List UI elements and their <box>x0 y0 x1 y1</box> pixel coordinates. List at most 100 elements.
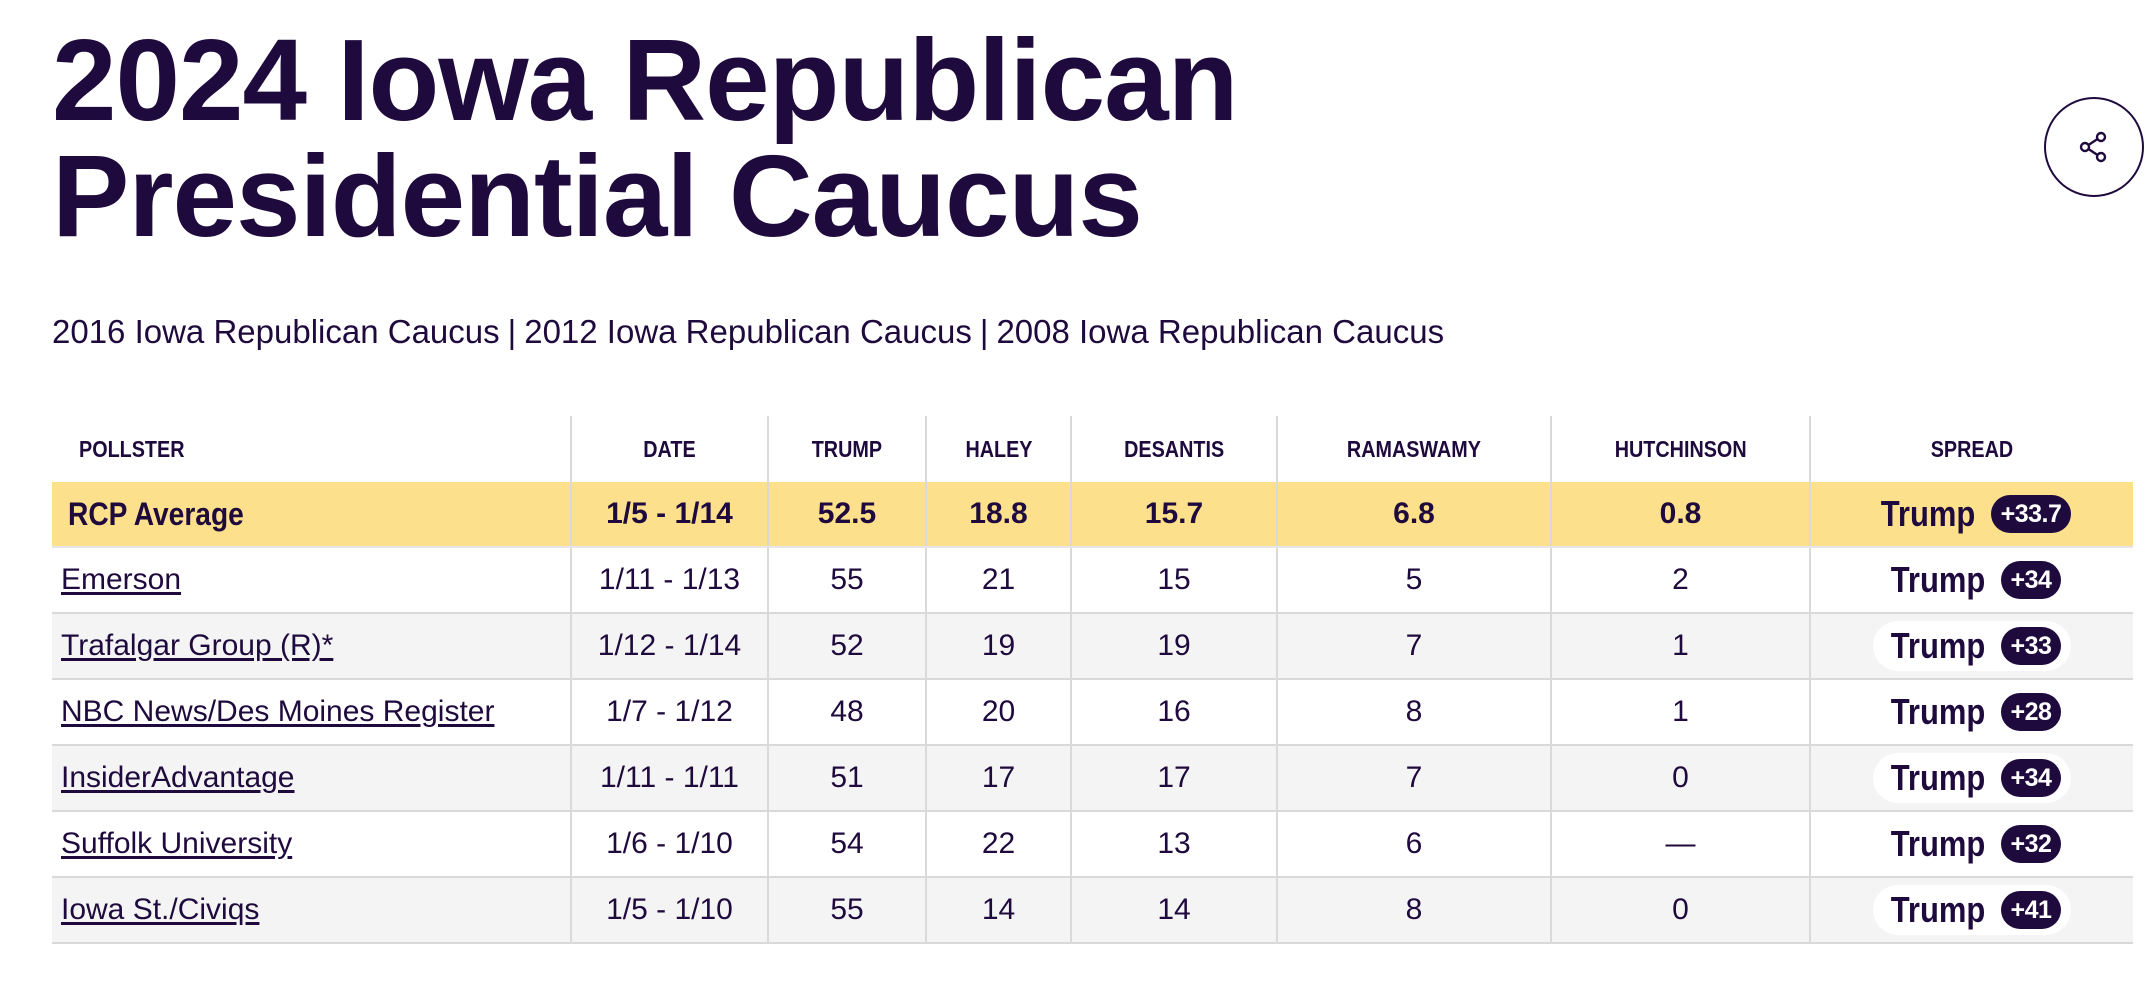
header-desantis[interactable]: DESANTIS <box>1070 416 1277 482</box>
ramaswamy-cell: 5 <box>1276 547 1551 614</box>
page-title-line-1: 2024 Iowa Republican <box>52 15 1239 145</box>
related-link-2008[interactable]: 2008 Iowa Republican Caucus <box>996 313 1445 350</box>
desantis-cell: 14 <box>1070 877 1277 944</box>
spread-badge: +33.7 <box>1990 495 2072 533</box>
desantis-cell: 17 <box>1070 745 1277 812</box>
spread-badge: +28 <box>2000 693 2062 731</box>
spread-candidate: Trump <box>1890 625 1985 666</box>
hutchinson-cell: — <box>1550 811 1810 878</box>
haley-cell: 19 <box>925 613 1071 680</box>
table-row: Emerson 1/11 - 1/13 55 21 15 5 2 Trump +3… <box>52 547 2133 614</box>
pollster-cell: Emerson <box>52 547 571 614</box>
trump-cell: 55 <box>767 547 926 614</box>
trump-cell: 54 <box>767 811 926 878</box>
ramaswamy-cell: 7 <box>1276 745 1551 812</box>
header-date[interactable]: DATE <box>570 416 768 482</box>
ramaswamy-cell: 8 <box>1276 877 1551 944</box>
date-cell: 1/7 - 1/12 <box>570 679 768 746</box>
average-date: 1/5 - 1/14 <box>570 482 768 548</box>
table-row: InsiderAdvantage 1/11 - 1/11 51 17 17 7 … <box>52 745 2133 812</box>
desantis-cell: 15 <box>1070 547 1277 614</box>
trump-cell: 51 <box>767 745 926 812</box>
header-hutchinson[interactable]: HUTCHINSON <box>1550 416 1810 482</box>
related-link-2016[interactable]: 2016 Iowa Republican Caucus <box>52 313 500 350</box>
average-ramaswamy: 6.8 <box>1276 482 1551 548</box>
spread-badge: +32 <box>2000 825 2062 863</box>
header-ramaswamy[interactable]: RAMASWAMY <box>1276 416 1551 482</box>
average-spread: Trump +33.7 <box>1809 482 2133 548</box>
rcp-average-row: RCP Average 1/5 - 1/14 52.5 18.8 15.7 6.… <box>52 482 2133 548</box>
date-cell: 1/12 - 1/14 <box>570 613 768 680</box>
spread-cell: Trump +32 <box>1809 811 2133 878</box>
hutchinson-cell: 1 <box>1550 613 1810 680</box>
haley-cell: 17 <box>925 745 1071 812</box>
share-button[interactable] <box>2044 97 2144 197</box>
spread-pill: Trump +34 <box>1873 555 2072 605</box>
pollster-cell: InsiderAdvantage <box>52 745 571 812</box>
related-links: 2016 Iowa Republican Caucus | 2012 Iowa Re… <box>52 312 1444 352</box>
haley-cell: 20 <box>925 679 1071 746</box>
hutchinson-cell: 0 <box>1550 745 1810 812</box>
average-desantis: 15.7 <box>1070 482 1277 548</box>
header-trump[interactable]: TRUMP <box>767 416 926 482</box>
table-row: Trafalgar Group (R)* 1/12 - 1/14 52 19 1… <box>52 613 2133 680</box>
pollster-link-emerson[interactable]: Emerson <box>61 563 182 596</box>
table-row: NBC News/Des Moines Register 1/7 - 1/12 … <box>52 679 2133 746</box>
pollster-link-iowa-st-civiqs[interactable]: Iowa St./Civiqs <box>61 893 260 926</box>
spread-cell: Trump +28 <box>1809 679 2133 746</box>
table-header-row: POLLSTER DATE TRUMP HALEY DESANTIS RAMAS… <box>52 416 2133 482</box>
trump-cell: 55 <box>767 877 926 944</box>
pollster-link-insideradvantage[interactable]: InsiderAdvantage <box>61 761 295 794</box>
spread-candidate: Trump <box>1880 493 1975 534</box>
desantis-cell: 13 <box>1070 811 1277 878</box>
spread-cell: Trump +34 <box>1809 745 2133 812</box>
spread-badge: +41 <box>2000 891 2062 929</box>
header-pollster[interactable]: POLLSTER <box>79 435 185 462</box>
spread-pill: Trump +41 <box>1872 885 2072 935</box>
ramaswamy-cell: 7 <box>1276 613 1551 680</box>
date-cell: 1/5 - 1/10 <box>570 877 768 944</box>
ramaswamy-cell: 8 <box>1276 679 1551 746</box>
pollster-link-trafalgar[interactable]: Trafalgar Group (R)* <box>61 629 334 662</box>
spread-badge: +34 <box>2000 759 2062 797</box>
page-title: 2024 Iowa Republican Presidential Caucus <box>52 22 1239 254</box>
spread-badge: +34 <box>2000 561 2062 599</box>
spread-cell: Trump +33 <box>1809 613 2133 680</box>
share-icon <box>2079 131 2107 163</box>
spread-pill: Trump +34 <box>1872 753 2072 803</box>
pollster-cell: Trafalgar Group (R)* <box>52 613 571 680</box>
hutchinson-cell: 1 <box>1550 679 1810 746</box>
related-link-2012[interactable]: 2012 Iowa Republican Caucus <box>524 313 972 350</box>
average-trump: 52.5 <box>767 482 926 548</box>
spread-badge: +33 <box>2000 627 2062 665</box>
average-hutchinson: 0.8 <box>1550 482 1810 548</box>
desantis-cell: 16 <box>1070 679 1277 746</box>
date-cell: 1/11 - 1/11 <box>570 745 768 812</box>
header-haley[interactable]: HALEY <box>925 416 1071 482</box>
ramaswamy-cell: 6 <box>1276 811 1551 878</box>
spread-candidate: Trump <box>1890 559 1985 600</box>
spread-pill: Trump +32 <box>1873 819 2072 869</box>
spread-pill: Trump +33 <box>1872 621 2072 671</box>
haley-cell: 21 <box>925 547 1071 614</box>
trump-cell: 48 <box>767 679 926 746</box>
pollster-link-nbc-dmr[interactable]: NBC News/Des Moines Register <box>61 695 495 728</box>
related-separator: | <box>507 313 517 350</box>
haley-cell: 22 <box>925 811 1071 878</box>
header-spread[interactable]: SPREAD <box>1809 416 2133 482</box>
table-row: Suffolk University 1/6 - 1/10 54 22 13 6… <box>52 811 2133 878</box>
pollster-cell: NBC News/Des Moines Register <box>52 679 571 746</box>
spread-pill: Trump +33.7 <box>1863 489 2082 539</box>
polls-table: POLLSTER DATE TRUMP HALEY DESANTIS RAMAS… <box>52 416 2133 944</box>
trump-cell: 52 <box>767 613 926 680</box>
spread-cell: Trump +41 <box>1809 877 2133 944</box>
page-title-line-2: Presidential Caucus <box>52 131 1143 261</box>
spread-candidate: Trump <box>1890 823 1985 864</box>
spread-cell: Trump +34 <box>1809 547 2133 614</box>
table-row: Iowa St./Civiqs 1/5 - 1/10 55 14 14 8 0 … <box>52 877 2133 944</box>
hutchinson-cell: 0 <box>1550 877 1810 944</box>
related-separator: | <box>979 313 989 350</box>
hutchinson-cell: 2 <box>1550 547 1810 614</box>
spread-pill: Trump +28 <box>1873 687 2072 737</box>
pollster-link-suffolk[interactable]: Suffolk University <box>61 827 293 860</box>
